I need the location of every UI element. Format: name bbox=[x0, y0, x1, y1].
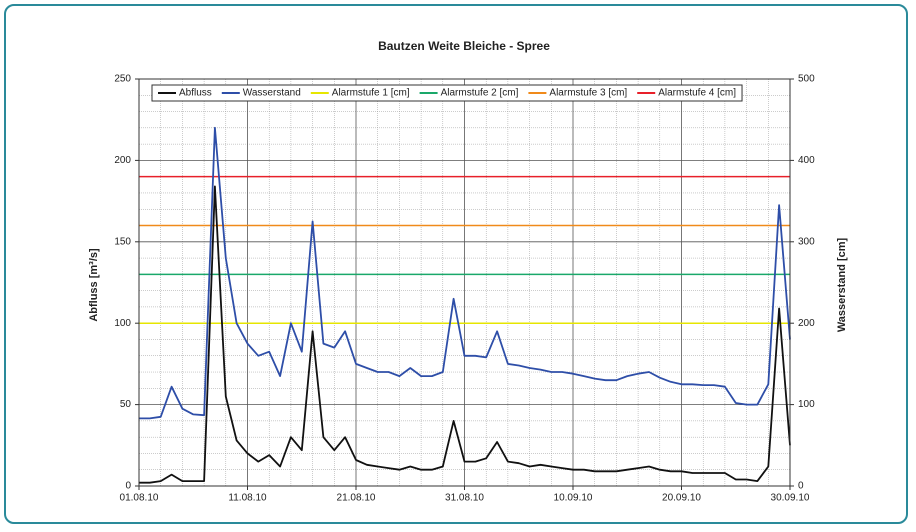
y-tick-label: 200 bbox=[114, 155, 131, 166]
legend-label: Alarmstufe 3 [cm] bbox=[549, 88, 627, 99]
x-tick-label: 31.08.10 bbox=[445, 493, 484, 504]
y2-tick-label: 300 bbox=[798, 236, 815, 247]
x-tick-label: 20.09.10 bbox=[662, 493, 701, 504]
y2-tick-label: 500 bbox=[798, 74, 815, 85]
y2-tick-label: 0 bbox=[798, 481, 804, 492]
y-tick-label: 50 bbox=[120, 399, 132, 410]
data-line bbox=[139, 126, 791, 420]
plot-border bbox=[138, 78, 791, 487]
y-axis-label: Abfluss [m³/s] bbox=[88, 248, 100, 322]
x-tick-label: 10.09.10 bbox=[554, 493, 593, 504]
y2-axis-label: Wasserstand [cm] bbox=[836, 237, 848, 332]
legend-label: Alarmstufe 2 [cm] bbox=[441, 88, 519, 99]
y2-tick-label: 200 bbox=[798, 318, 815, 329]
data-line bbox=[139, 185, 791, 484]
y-tick-label: 250 bbox=[114, 74, 131, 85]
y2-tick-label: 100 bbox=[798, 399, 815, 410]
legend-label: Abfluss bbox=[179, 88, 212, 99]
x-tick-label: 30.09.10 bbox=[771, 493, 810, 504]
chart: Bautzen Weite Bleiche - Spree Abfluss [m… bbox=[88, 39, 848, 504]
legend: Abfluss Wasserstand Alarmstufe 1 [cm] Alarm… bbox=[151, 84, 743, 102]
x-tick-label: 11.08.10 bbox=[228, 493, 267, 504]
legend-label: Alarmstufe 1 [cm] bbox=[332, 88, 410, 99]
x-tick-label: 01.08.10 bbox=[120, 493, 159, 504]
y-tick-label: 150 bbox=[114, 236, 131, 247]
y-tick-label: 100 bbox=[114, 318, 131, 329]
y-tick-label: 0 bbox=[125, 481, 131, 492]
legend-label: Alarmstufe 4 [cm] bbox=[658, 88, 736, 99]
chart-title: Bautzen Weite Bleiche - Spree bbox=[378, 39, 550, 53]
legend-label: Wasserstand bbox=[243, 88, 301, 99]
y2-tick-label: 400 bbox=[798, 155, 815, 166]
x-tick-label: 21.08.10 bbox=[337, 493, 376, 504]
legend-box bbox=[151, 84, 743, 102]
chart-frame: Bautzen Weite Bleiche - Spree Abfluss [m… bbox=[4, 4, 908, 524]
